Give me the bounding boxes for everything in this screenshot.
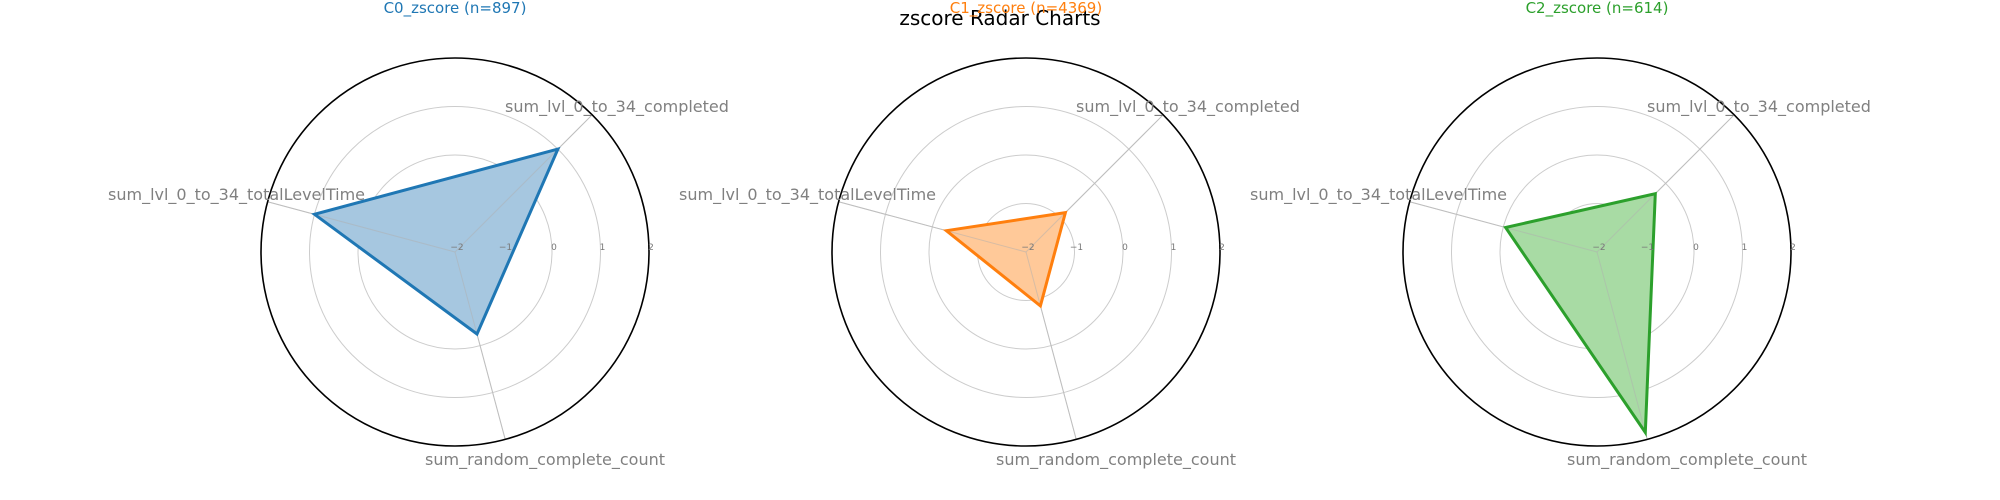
radial-tick-label: 0: [1122, 243, 1128, 253]
chart-title-c2: C2_zscore (n=614): [1526, 0, 1669, 18]
radar-spoke-overlay: [1025, 114, 1164, 253]
label-total-level-time: sum_lvl_0_to_34_totalLevelTime: [679, 185, 936, 205]
label-total-level-time: sum_lvl_0_to_34_totalLevelTime: [1250, 185, 1507, 205]
radial-tick-label: −1: [1070, 243, 1083, 253]
radar-spoke-overlay: [838, 201, 1027, 253]
label-total-level-time: sum_lvl_0_to_34_totalLevelTime: [108, 185, 365, 205]
radar-area: [946, 212, 1066, 306]
grid-ring: [309, 106, 601, 398]
radial-tick-label: −2: [1021, 243, 1034, 253]
chart-title-c0: C0_zscore (n=897): [384, 0, 527, 18]
radar-line: [942, 210, 1068, 309]
radar-frame: [831, 57, 1221, 447]
radial-tick-label: 2: [1790, 243, 1796, 253]
radar-line: [311, 146, 561, 337]
radial-tick-label: −2: [1592, 243, 1605, 253]
label-random-complete-count: sum_random_complete_count: [425, 450, 665, 470]
grid-ring: [357, 154, 553, 350]
grid-ring: [880, 106, 1172, 398]
chart-title-c1: C1_zscore (n=4369): [950, 0, 1102, 18]
radar-spoke-overlay: [1596, 251, 1648, 440]
radar-spoke-overlay: [454, 114, 593, 253]
radar-frame: [1402, 57, 1792, 447]
radar-spoke-overlay: [454, 251, 506, 440]
radial-tick-label: 2: [1219, 243, 1225, 253]
radial-tick-label: 2: [648, 243, 654, 253]
radial-tick-label: −1: [499, 243, 512, 253]
radial-tick-label: 1: [1742, 243, 1748, 253]
radar-spoke-overlay: [1025, 251, 1077, 440]
radar-area: [1505, 193, 1656, 433]
radar-chart-c2: C2_zscore (n=614) −2 −1 0 1 2 sum_lvl_0_to_34…: [1250, 0, 1871, 470]
radial-tick-label: −2: [450, 243, 463, 253]
grid-ring: [928, 154, 1124, 350]
radar-line: [1503, 191, 1657, 437]
radial-tick-label: 1: [1171, 243, 1177, 253]
radar-spoke-overlay: [1409, 201, 1598, 253]
label-completed: sum_lvl_0_to_34_completed: [505, 97, 729, 117]
label-completed: sum_lvl_0_to_34_completed: [1647, 97, 1871, 117]
grid-ring: [1451, 106, 1743, 398]
figure-title: zscore Radar Charts: [899, 6, 1100, 30]
label-completed: sum_lvl_0_to_34_completed: [1076, 97, 1300, 117]
radar-chart-c1: C1_zscore (n=4369) −2 −1 0 1 2 sum_lvl_0_to_3…: [679, 0, 1300, 470]
label-random-complete-count: sum_random_complete_count: [996, 450, 1236, 470]
radial-tick-label: −1: [1641, 243, 1654, 253]
radial-tick-label: 1: [600, 243, 606, 253]
radar-spoke-overlay: [267, 201, 456, 253]
radar-spoke-overlay: [1596, 114, 1735, 253]
radial-tick-label: 0: [1693, 243, 1699, 253]
label-random-complete-count: sum_random_complete_count: [1567, 450, 1807, 470]
radial-tick-label: 0: [551, 243, 557, 253]
radar-frame: [260, 57, 650, 447]
radar-chart-c0: C0_zscore (n=897) −2 −1 0 1 2 sum_lvl_0_to_34…: [108, 0, 729, 470]
